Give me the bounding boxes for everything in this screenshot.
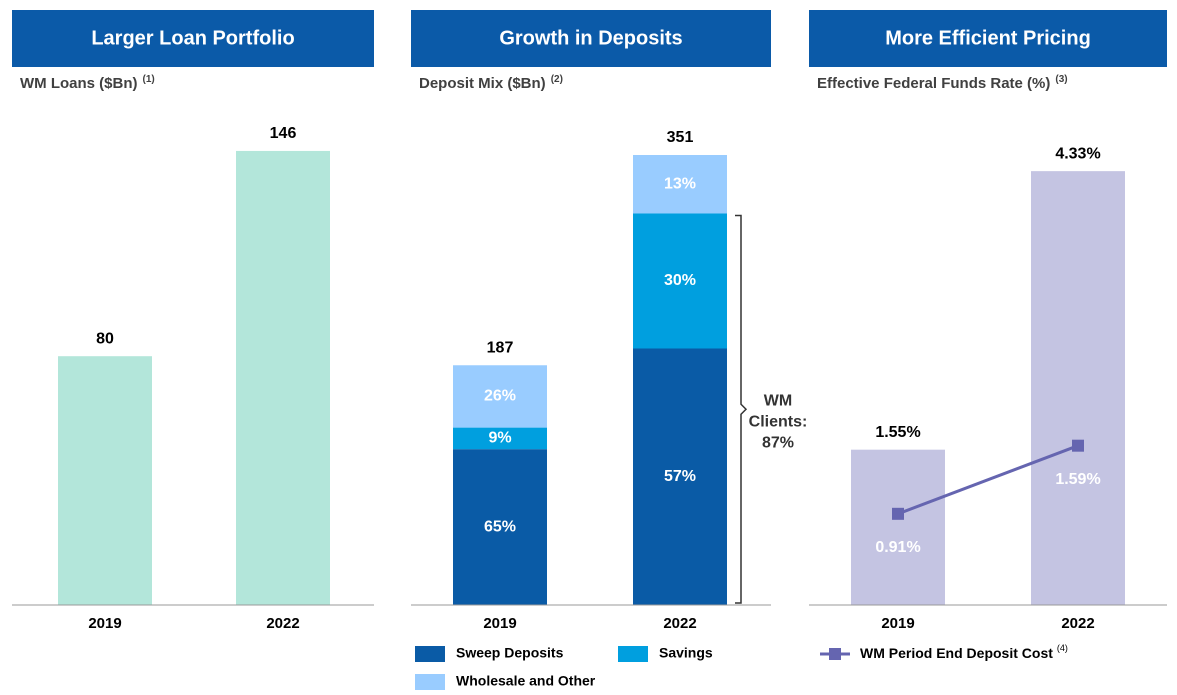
legend-swatch (415, 646, 445, 662)
bar-segment (453, 365, 547, 428)
subtitle-note: (1) (143, 74, 155, 85)
segment-label: 65% (484, 518, 516, 535)
bar-segment (633, 213, 727, 349)
bar (851, 449, 945, 605)
bar-segment (453, 427, 547, 450)
x-tick-label: 2019 (881, 615, 914, 632)
line-marker (892, 507, 904, 520)
panel-header (411, 10, 771, 67)
bar-segment (633, 348, 727, 605)
bar-segment (453, 449, 547, 605)
legend-swatch (618, 646, 648, 662)
legend-label: Savings (659, 645, 713, 661)
subtitle-text: Effective Federal Funds Rate (%) (817, 75, 1050, 92)
legend-note: (4) (1057, 643, 1068, 653)
legend-swatch (415, 674, 445, 690)
line (897, 444, 1079, 516)
chart-title: Larger Loan Portfolio (91, 27, 294, 49)
chart-title: More Efficient Pricing (885, 27, 1091, 49)
legend-label: Wholesale and Other (456, 673, 596, 689)
bar (1031, 171, 1125, 605)
bar (236, 150, 330, 605)
value-label: 80 (96, 330, 114, 347)
segment-label: 30% (664, 272, 696, 289)
subtitle-note: (2) (551, 74, 563, 85)
chart-subtitle: Effective Federal Funds Rate (%) (3) (817, 74, 1068, 92)
chart-title: Growth in Deposits (499, 27, 682, 49)
x-tick-label: 2022 (1061, 615, 1094, 632)
segment-label: 26% (484, 388, 516, 405)
annotation: WM (764, 392, 792, 409)
panel-header (12, 10, 374, 67)
line-marker (1072, 439, 1084, 452)
chart-subtitle: Deposit Mix ($Bn) (2) (419, 74, 563, 92)
value-label: 146 (270, 125, 297, 142)
legend-name: WM Period End Deposit Cost (860, 645, 1053, 661)
total-label: 187 (487, 339, 514, 356)
bracket (735, 214, 748, 604)
legend-marker (829, 648, 841, 660)
segment-label: 9% (488, 430, 511, 447)
bar-segment (633, 155, 727, 214)
subtitle-note: (3) (1055, 74, 1067, 85)
x-tick-label: 2022 (663, 615, 696, 632)
line-label: 1.59% (1055, 471, 1100, 488)
legend-label: Sweep Deposits (456, 645, 564, 661)
segment-label: 13% (664, 175, 696, 192)
annotation: Clients: (749, 413, 808, 430)
panel-header (809, 10, 1167, 67)
line-label: 0.91% (875, 539, 920, 556)
segment-label: 57% (664, 468, 696, 485)
chart-subtitle: WM Loans ($Bn) (1) (20, 74, 155, 92)
value-label: 4.33% (1055, 145, 1100, 162)
x-tick-label: 2019 (483, 615, 516, 632)
subtitle-text: WM Loans ($Bn) (20, 75, 138, 92)
legend-label: WM Period End Deposit Cost (4) (860, 643, 1068, 660)
total-label: 351 (667, 129, 694, 146)
subtitle-text: Deposit Mix ($Bn) (419, 75, 546, 92)
annotation: 87% (762, 434, 794, 451)
value-label: 1.55% (875, 424, 920, 441)
bar (58, 356, 152, 605)
x-tick-label: 2019 (88, 615, 121, 632)
x-tick-label: 2022 (266, 615, 299, 632)
